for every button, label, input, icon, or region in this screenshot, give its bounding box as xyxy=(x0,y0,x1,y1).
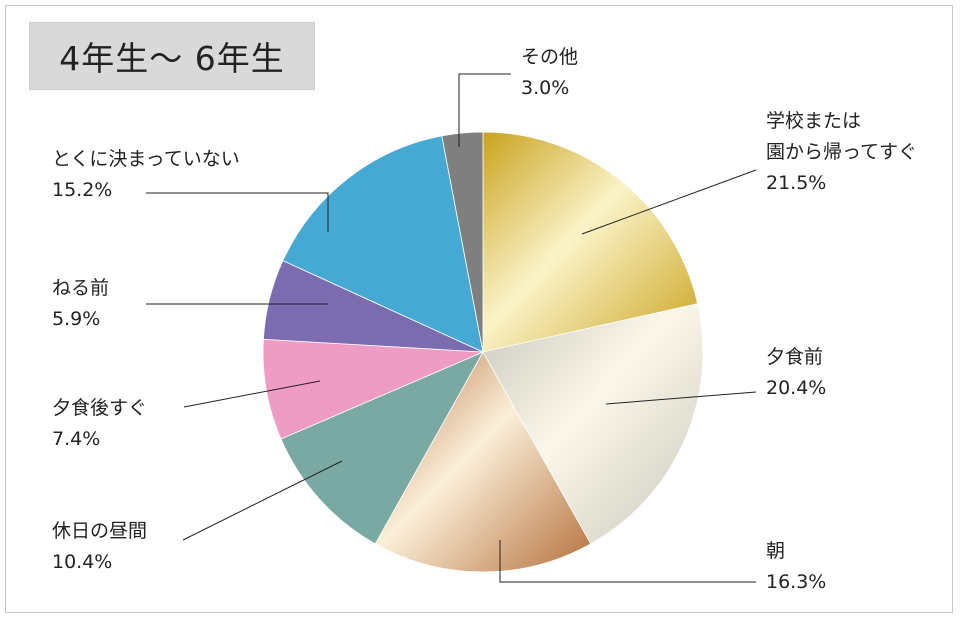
slice-category-label: 学校または xyxy=(766,110,861,132)
slice-category-label: その他 xyxy=(521,46,578,68)
slice-value-label: 7.4% xyxy=(52,428,100,450)
pie-slice xyxy=(482,303,704,545)
pie-slice xyxy=(482,131,699,353)
pie-slice xyxy=(262,338,484,440)
slice-value-label: 3.0% xyxy=(521,77,569,99)
slice-value-label: 20.4% xyxy=(766,377,826,399)
slice-value-label: 21.5% xyxy=(766,172,826,194)
pie-slice xyxy=(374,351,592,573)
leader-line xyxy=(458,73,511,147)
leader-line xyxy=(183,380,321,408)
leader-line xyxy=(581,169,757,235)
leader-line xyxy=(146,192,329,232)
slice-category-label: 夕食前 xyxy=(766,346,823,368)
slice-value-label: 5.9% xyxy=(52,308,100,330)
slice-category-label: 夕食後すぐ xyxy=(52,397,147,419)
slice-category-label: 園から帰ってすぐ xyxy=(766,141,917,163)
slice-value-label: 10.4% xyxy=(52,551,112,573)
slice-category-label: ねる前 xyxy=(52,277,109,299)
chart-title: 4年生〜 6年生 xyxy=(59,39,285,78)
slice-category-label: 朝 xyxy=(766,540,785,562)
pie-slice xyxy=(282,135,484,353)
slice-category-label: とくに決まっていない xyxy=(52,148,240,170)
leader-line xyxy=(182,460,343,541)
leader-line xyxy=(499,540,756,583)
pie-slice xyxy=(280,351,484,545)
pie-slice xyxy=(441,131,484,353)
leader-line xyxy=(605,391,757,405)
slice-value-label: 16.3% xyxy=(766,571,826,593)
slice-value-label: 15.2% xyxy=(52,179,112,201)
title-box: 4年生〜 6年生 xyxy=(29,22,315,90)
slice-category-label: 休日の昼間 xyxy=(52,520,147,542)
